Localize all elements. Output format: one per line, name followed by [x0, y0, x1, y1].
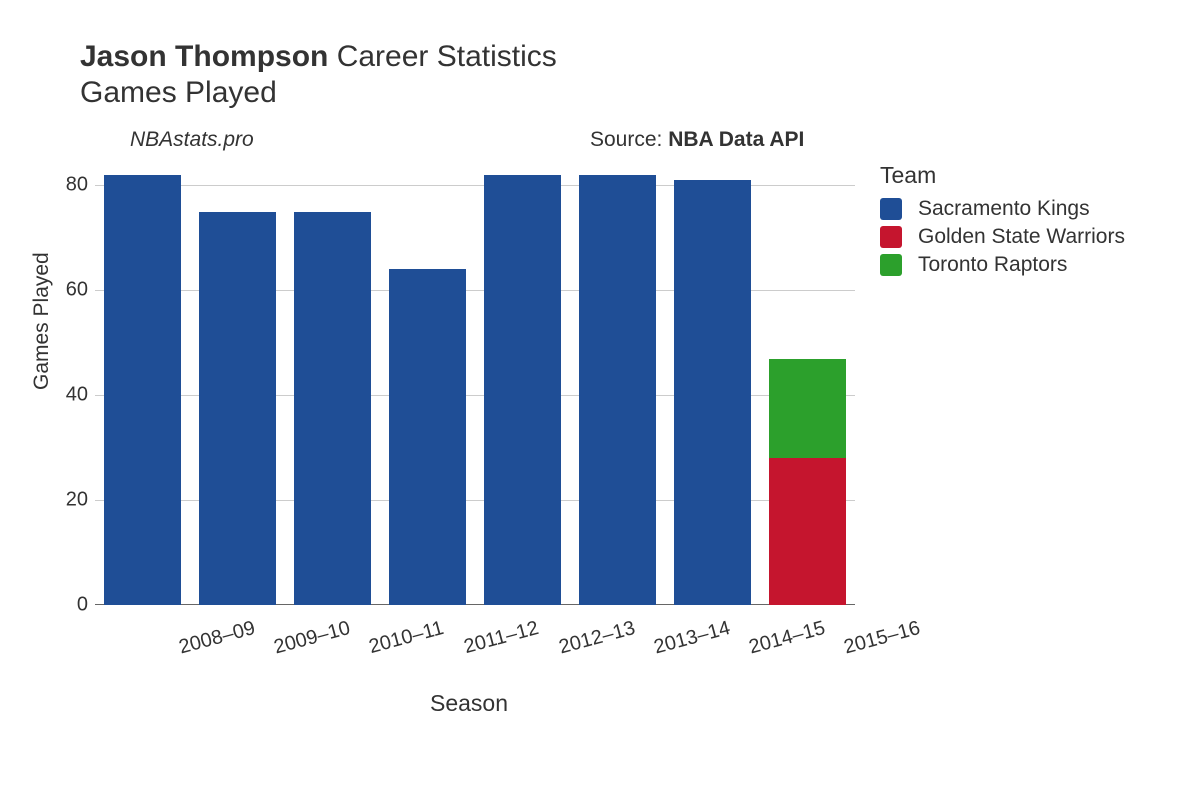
- x-tick-label: 2012–13: [556, 617, 637, 659]
- legend-swatch: [880, 198, 902, 220]
- title-block: Jason Thompson Career Statistics Games P…: [80, 40, 1170, 110]
- source-prefix: Source:: [590, 128, 668, 151]
- x-tick-label: 2009–10: [271, 617, 352, 659]
- title-line-1: Jason Thompson Career Statistics: [80, 40, 1170, 74]
- y-tick-label: 80: [48, 174, 88, 197]
- bar-segment: [769, 359, 847, 459]
- x-tick-label: 2015–16: [841, 617, 922, 659]
- plot-area: [95, 175, 855, 605]
- bar-segment: [389, 269, 467, 605]
- bar-segment: [769, 458, 847, 605]
- legend-item: Golden State Warriors: [880, 225, 1125, 249]
- legend-label: Toronto Raptors: [918, 253, 1067, 277]
- y-tick-label: 60: [48, 279, 88, 302]
- player-name: Jason Thompson: [80, 40, 328, 73]
- legend-item: Toronto Raptors: [880, 253, 1125, 277]
- x-tick-label: 2013–14: [651, 617, 732, 659]
- bar-segment: [579, 175, 657, 605]
- title-subtitle: Games Played: [80, 76, 1170, 110]
- x-tick-label: 2010–11: [366, 617, 446, 659]
- bar-segment: [104, 175, 182, 605]
- x-tick-label: 2008–09: [176, 617, 257, 659]
- legend-title: Team: [880, 162, 1125, 189]
- x-tick-label: 2014–15: [746, 617, 827, 659]
- chart-area: [95, 175, 855, 605]
- source-credit: Source: NBA Data API: [590, 128, 804, 152]
- bar-segment: [199, 212, 277, 605]
- y-axis-label: Games Played: [30, 252, 54, 390]
- legend-swatch: [880, 254, 902, 276]
- legend-swatch: [880, 226, 902, 248]
- bar-segment: [674, 180, 752, 605]
- legend: Team Sacramento Kings Golden State Warrio…: [880, 162, 1125, 281]
- legend-item: Sacramento Kings: [880, 197, 1125, 221]
- bar-segment: [294, 212, 372, 605]
- y-tick-label: 0: [48, 594, 88, 617]
- y-tick-label: 40: [48, 384, 88, 407]
- legend-label: Sacramento Kings: [918, 197, 1090, 221]
- title-suffix: Career Statistics: [337, 40, 557, 73]
- source-name: NBA Data API: [668, 128, 804, 151]
- x-tick-label: 2011–12: [461, 617, 541, 659]
- site-watermark: NBAstats.pro: [130, 128, 254, 152]
- legend-label: Golden State Warriors: [918, 225, 1125, 249]
- annotation-row: NBAstats.pro Source: NBA Data API: [130, 128, 1170, 156]
- bar-segment: [484, 175, 562, 605]
- x-axis-label: Season: [430, 690, 508, 717]
- chart-container: Jason Thompson Career Statistics Games P…: [0, 0, 1200, 800]
- y-tick-label: 20: [48, 489, 88, 512]
